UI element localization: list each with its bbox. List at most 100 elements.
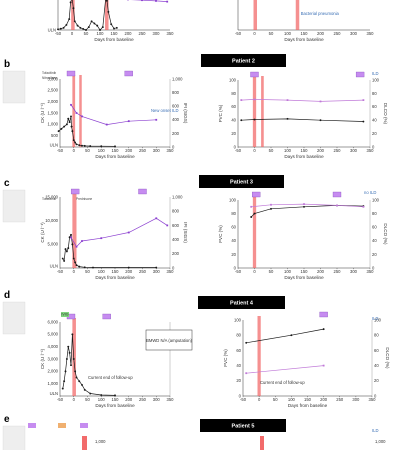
x-tick-label: 0 <box>73 148 76 153</box>
y-tick-label: 80 <box>231 91 236 96</box>
left-series-0-point-11 <box>78 265 81 268</box>
left-series-0-point-1 <box>63 259 66 262</box>
left-series-0-point-11 <box>78 380 81 383</box>
left-series-0-point-6 <box>70 364 72 367</box>
y-tick-label: 4,000 <box>48 344 59 349</box>
left-series-0-point-10 <box>74 141 77 144</box>
top-series-0-point-14 <box>90 20 93 23</box>
top-x-tick-label: 150 <box>111 31 119 36</box>
y2-tick-label: 60 <box>374 348 379 353</box>
rtx-tag-1 <box>355 71 365 78</box>
left-series-0-point-12 <box>78 144 81 147</box>
x-axis-title: Days from baseline <box>95 275 135 280</box>
left-series-1-point-4 <box>127 231 130 234</box>
right-series-0-line <box>250 205 364 218</box>
left-series-0-point-5 <box>68 121 71 124</box>
x-tick-label: 350 <box>367 148 375 153</box>
left-series-1-line <box>70 217 168 248</box>
ild-label-p5: ILD <box>372 428 379 433</box>
x-tick-label: 150 <box>304 397 312 402</box>
y2-tick-label: 400 <box>172 237 180 242</box>
x-tick-label: 200 <box>125 148 133 153</box>
bmwd-box <box>145 329 193 351</box>
y-tick-label: 40 <box>231 118 236 123</box>
annotation-new-onset-ild: New onset ILD <box>151 108 178 113</box>
x-tick-label: 250 <box>139 269 147 274</box>
right-series-0-point-1 <box>290 334 293 337</box>
top-series-0-point-5 <box>69 1 72 4</box>
rtx-tag-1 <box>138 188 147 195</box>
top-uln-label: ULN <box>48 28 56 33</box>
y-tick-label: 0 <box>234 265 237 270</box>
left-series-0-point-14 <box>83 144 86 147</box>
left-series-0-point-13 <box>81 144 83 147</box>
y-tick-label: 40 <box>236 363 241 368</box>
x-tick-label: 350 <box>167 397 175 402</box>
patient-banner-text: Patient 3 <box>230 180 253 186</box>
left-series-0-point-13 <box>83 388 86 391</box>
left-series-1-point-2 <box>81 240 83 242</box>
x-tick-label: 250 <box>336 397 344 402</box>
x-tick-label: 150 <box>301 269 309 274</box>
right-series-0-point-2 <box>286 117 289 120</box>
x-tick-label: 0 <box>73 269 76 274</box>
y-tick-label: 40 <box>231 238 236 243</box>
left-series-0-point-2 <box>64 248 67 251</box>
annotation-pneumonia: Bacterial pneumonia <box>301 11 340 16</box>
top-right-x-tick-label: 350 <box>367 31 375 36</box>
top-series-0-point-20 <box>106 0 108 2</box>
rtx-tag-0 <box>251 191 261 198</box>
left-series-0-point-9 <box>74 370 77 373</box>
right-series-1-point-3 <box>336 204 338 207</box>
right-series-0-point-0 <box>240 119 243 122</box>
x-tick-label: 250 <box>334 148 342 153</box>
y-tick-label: 3,000 <box>48 76 59 81</box>
rtx-tag-0 <box>319 311 328 318</box>
left-series-0-point-15 <box>155 266 158 269</box>
x-axis-title: Days from baseline <box>95 154 135 159</box>
y-tick-label: 80 <box>236 333 241 338</box>
top-series-0-point-22 <box>110 23 113 26</box>
left-series-0-point-7 <box>70 125 73 128</box>
x-tick-label: 200 <box>317 148 325 153</box>
top-right-x-tick-label: 100 <box>284 31 292 36</box>
x-tick-label: 350 <box>369 397 377 402</box>
y2-axis-title: IFI (SIGS) <box>183 103 188 124</box>
y-tick-label: 20 <box>231 252 236 257</box>
right-series-1-point-2 <box>286 99 289 101</box>
y2-tick-label: 40 <box>372 238 377 243</box>
rtx-tag-0 <box>70 188 80 195</box>
left-series-1-point-2 <box>81 115 83 118</box>
top-series-0-point-17 <box>99 29 101 31</box>
left-series-0-point-2 <box>64 370 67 373</box>
patient-banner-text: Patient 2 <box>232 59 255 65</box>
y-tick-label: 2,000 <box>48 369 59 374</box>
y2-tick-label: 40 <box>374 363 379 368</box>
ild-label-p4: ILD <box>372 316 379 321</box>
x-tick-label: 50 <box>85 148 90 153</box>
top-treatment-0 <box>71 0 75 30</box>
y2-axis-title: IFI (SIGS) <box>183 222 188 243</box>
left-series-0-point-3 <box>65 250 68 253</box>
x-tick-label: 250 <box>139 148 147 153</box>
top-series-0-point-2 <box>62 26 65 29</box>
y2-tick-label: 20 <box>372 131 377 136</box>
x-tick-label: 100 <box>98 397 106 402</box>
x-tick-label: 300 <box>153 397 161 402</box>
x-tick-label: 150 <box>112 269 120 274</box>
x-tick-label: 350 <box>167 269 175 274</box>
left-series-0-point-16 <box>114 394 116 397</box>
x-tick-label: 50 <box>269 269 274 274</box>
rtx-tag-0 <box>66 70 76 77</box>
top-series-0-point-11 <box>82 27 85 30</box>
left-series-0-point-7 <box>71 243 74 246</box>
y-tick-label: 100 <box>229 197 237 202</box>
x-tick-label: 300 <box>153 148 161 153</box>
left-series-1-point-5 <box>155 118 158 121</box>
patient-banner-text: Patient 5 <box>232 424 255 430</box>
y2-tick-label: 100 <box>374 317 382 322</box>
x-axis-title: Days from baseline <box>288 403 328 408</box>
left-series-0-line <box>58 116 116 147</box>
x-tick-label: 100 <box>98 148 106 153</box>
drug-label-tofacitinib: Tofacitinib <box>42 71 56 75</box>
